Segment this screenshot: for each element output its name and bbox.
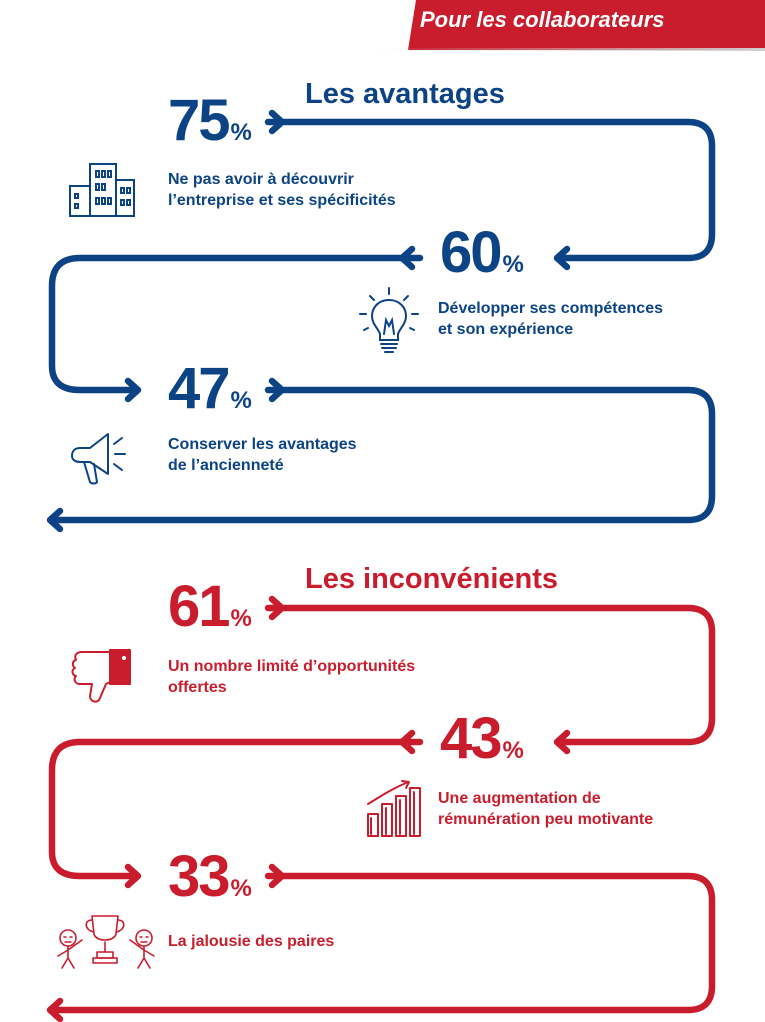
stat-unit: % — [230, 605, 252, 632]
stat-value: 33 — [168, 844, 230, 909]
header-title: Pour les collaborateurs — [420, 7, 665, 32]
stat-value: 60 — [440, 220, 502, 285]
stat-61: 61% — [168, 578, 252, 636]
advantages-arrow-6 — [46, 507, 64, 533]
disadvantages-arrow-2 — [553, 729, 571, 755]
desc-line-1: Une augmentation de — [438, 790, 601, 807]
stat-unit: % — [502, 251, 524, 278]
stat-unit: % — [230, 875, 252, 902]
stat-60: 60% — [440, 224, 524, 282]
stat-unit: % — [230, 119, 252, 146]
desc-line-1: Ne pas avoir à découvrir — [168, 171, 354, 188]
stat-value: 61 — [168, 574, 230, 639]
stat-unit: % — [502, 737, 524, 764]
disadvantage-desc-1: Un nombre limité d’opportunités offertes — [168, 656, 415, 698]
advantages-arrow-4 — [124, 377, 142, 403]
advantages-title: Les avantages — [305, 78, 505, 110]
desc-line-1: Développer ses compétences — [438, 300, 663, 317]
header-underline — [376, 48, 765, 51]
desc-line-2: l’entreprise et ses spécificités — [168, 192, 396, 209]
stat-33: 33% — [168, 848, 252, 906]
desc-line-2: rémunération peu motivante — [438, 811, 654, 828]
disadvantages-path — [48, 604, 716, 1014]
stat-value: 75 — [168, 88, 230, 153]
advantages-path — [48, 118, 716, 524]
desc-line-1: Un nombre limité d’opportunités — [168, 658, 416, 675]
stat-value: 43 — [440, 706, 502, 771]
header-banner — [408, 0, 765, 50]
desc-line-1: Conserver les avantages — [168, 436, 357, 453]
disadvantage-desc-3: La jalousie des paires — [168, 931, 334, 952]
trophy-jealousy-icon — [52, 912, 158, 977]
disadvantages-title: Les inconvénients — [305, 563, 559, 595]
megaphone-icon — [68, 426, 128, 493]
disadvantages-arrow-3 — [398, 729, 416, 755]
stat-value: 47 — [168, 356, 230, 421]
advantages-arrow-2 — [553, 245, 571, 271]
disadvantages-arrow-1 — [268, 595, 286, 621]
disadvantages-arrow-6 — [46, 997, 64, 1022]
advantage-desc-2: Développer ses compétences et son expéri… — [438, 298, 663, 340]
desc-line-1: La jalousie des paires — [168, 933, 335, 950]
building-icon — [68, 162, 138, 223]
advantage-desc-1: Ne pas avoir à découvrir l’entreprise et… — [168, 169, 396, 211]
thumbs-down-icon — [66, 644, 138, 711]
stat-43: 43% — [440, 710, 524, 768]
stat-unit: % — [230, 387, 252, 414]
advantage-desc-3: Conserver les avantages de l’ancienneté — [168, 434, 357, 476]
disadvantage-desc-2: Une augmentation de rémunération peu mot… — [438, 788, 653, 830]
disadvantages-arrow-5 — [268, 863, 286, 889]
advantages-arrow-5 — [268, 377, 286, 403]
lightbulb-icon — [356, 286, 422, 363]
advantages-arrow-3 — [398, 245, 416, 271]
bar-chart-growth-icon — [364, 778, 428, 843]
desc-line-2: de l’ancienneté — [168, 457, 284, 474]
stat-47: 47% — [168, 360, 252, 418]
disadvantages-arrow-4 — [124, 863, 142, 889]
desc-line-2: offertes — [168, 679, 227, 696]
stat-75: 75% — [168, 92, 252, 150]
advantages-arrow-1 — [268, 109, 286, 135]
desc-line-2: et son expérience — [438, 321, 574, 338]
